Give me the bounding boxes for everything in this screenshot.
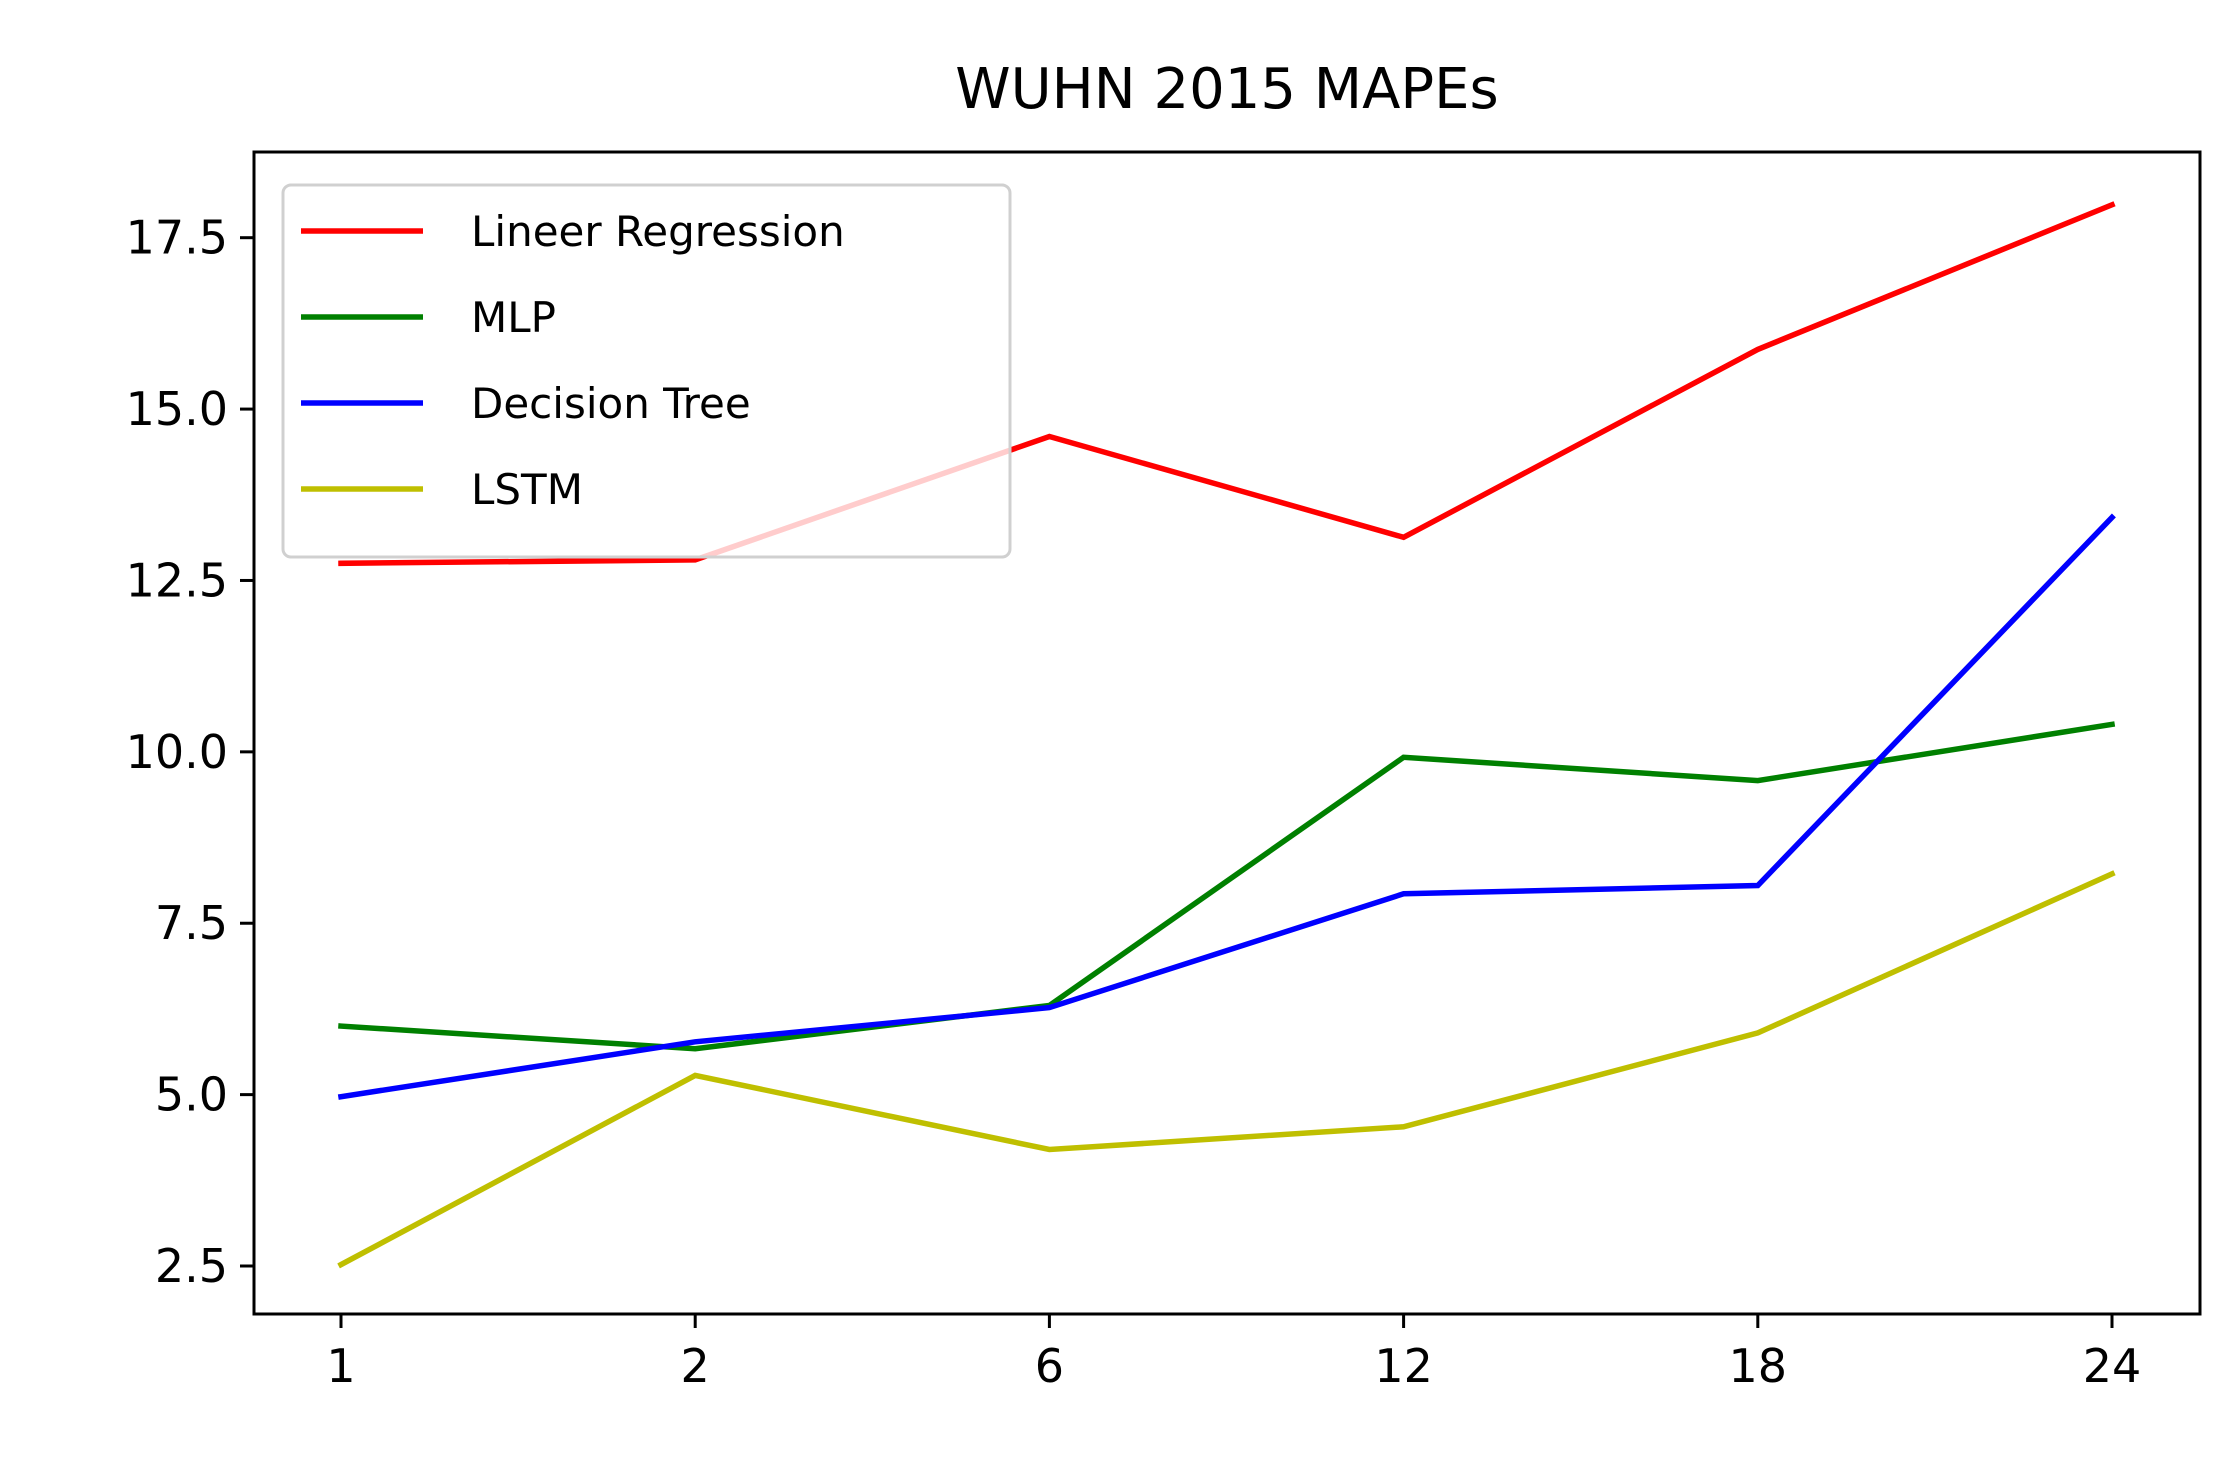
- series-line-3: [337, 870, 2116, 1269]
- x-tick-label: 24: [2083, 1339, 2142, 1393]
- series-line-0: [338, 201, 2116, 567]
- legend: Lineer Regression MLP Decision Tree LSTM: [281, 183, 1012, 559]
- y-tick-label: 2.5: [155, 1239, 228, 1293]
- x-tick-label: 1: [326, 1339, 355, 1393]
- x-tick-label: 2: [681, 1339, 710, 1393]
- legend-label-0: Lineer Regression: [471, 207, 845, 256]
- x-tick-label: 6: [1035, 1339, 1064, 1393]
- chart-title: WUHN 2015 MAPEs: [955, 57, 1498, 122]
- series-layer: [337, 201, 2116, 1269]
- plot-frame: [252, 150, 2202, 1316]
- y-tick-label: 15.0: [126, 382, 228, 436]
- y-tick-label: 10.0: [126, 725, 228, 779]
- y-tick-label: 17.5: [126, 211, 228, 265]
- legend-box: [281, 183, 1012, 559]
- legend-label-1: MLP: [471, 293, 556, 342]
- y-tick-label: 7.5: [155, 896, 228, 950]
- y-tick-label: 12.5: [126, 553, 228, 607]
- x-tick-label: 18: [1729, 1339, 1788, 1393]
- series-line-2: [337, 513, 2116, 1100]
- series-line-1: [338, 721, 2116, 1052]
- x-tick-label: 12: [1374, 1339, 1433, 1393]
- y-tick-label: 5.0: [155, 1068, 228, 1122]
- legend-label-2: Decision Tree: [471, 379, 751, 428]
- axes-layer: 1 2 6 12 18 242.55.07.510.012.515.017.5: [126, 150, 2202, 1393]
- legend-label-3: LSTM: [471, 465, 583, 514]
